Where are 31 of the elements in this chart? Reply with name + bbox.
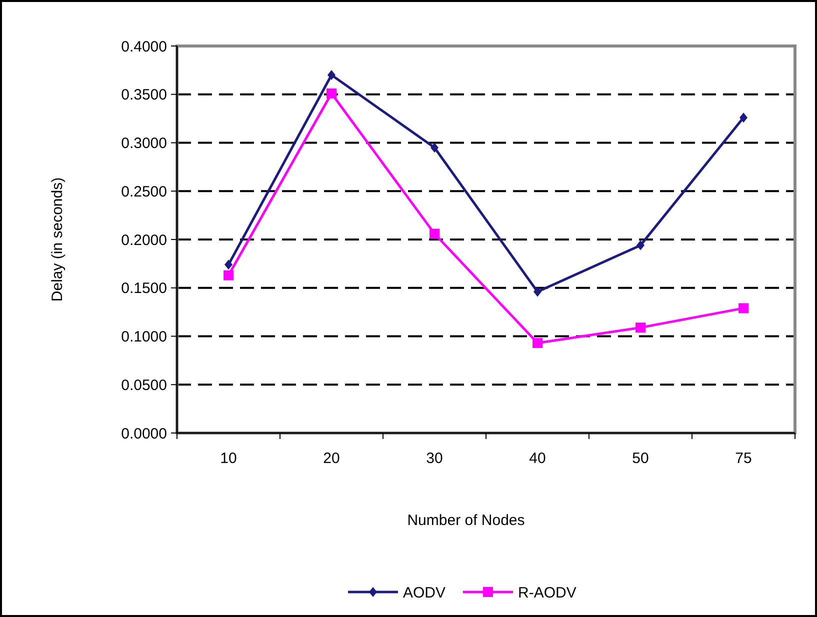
legend-label: AODV — [403, 584, 446, 602]
x-tick-label: 20 — [323, 450, 340, 467]
point — [224, 260, 232, 270]
y-tick-label: 0.1500 — [121, 280, 167, 298]
point — [740, 112, 748, 123]
y-tick-label: 0.0000 — [121, 425, 167, 442]
x-tick-label: 30 — [426, 450, 443, 467]
legend-label: R-AODV — [518, 584, 576, 602]
point — [738, 303, 748, 314]
x-tick-label: 10 — [220, 450, 237, 467]
y-tick-label: 0.4000 — [121, 38, 167, 56]
x-tick-label: 50 — [632, 450, 649, 467]
point — [532, 338, 542, 348]
y-tick-label: 0.1000 — [121, 328, 167, 346]
point — [636, 240, 644, 250]
point — [224, 270, 234, 280]
y-axis-title: Delay (in seconds) — [49, 177, 66, 302]
y-tick-label: 0.3000 — [121, 135, 167, 152]
y-tick-label: 0.2500 — [121, 183, 167, 200]
y-tick-label: 0.2000 — [121, 232, 167, 249]
y-tick-label: 0.0500 — [121, 376, 167, 394]
point — [430, 142, 438, 153]
x-tick-label: 75 — [735, 450, 752, 467]
point — [636, 322, 646, 333]
point — [534, 286, 542, 297]
point — [430, 228, 440, 239]
x-tick-label: 40 — [529, 450, 546, 467]
x-axis-title: Number of Nodes — [407, 512, 525, 529]
point — [326, 88, 336, 98]
y-tick-label: 0.3500 — [121, 86, 167, 104]
point — [328, 70, 336, 80]
